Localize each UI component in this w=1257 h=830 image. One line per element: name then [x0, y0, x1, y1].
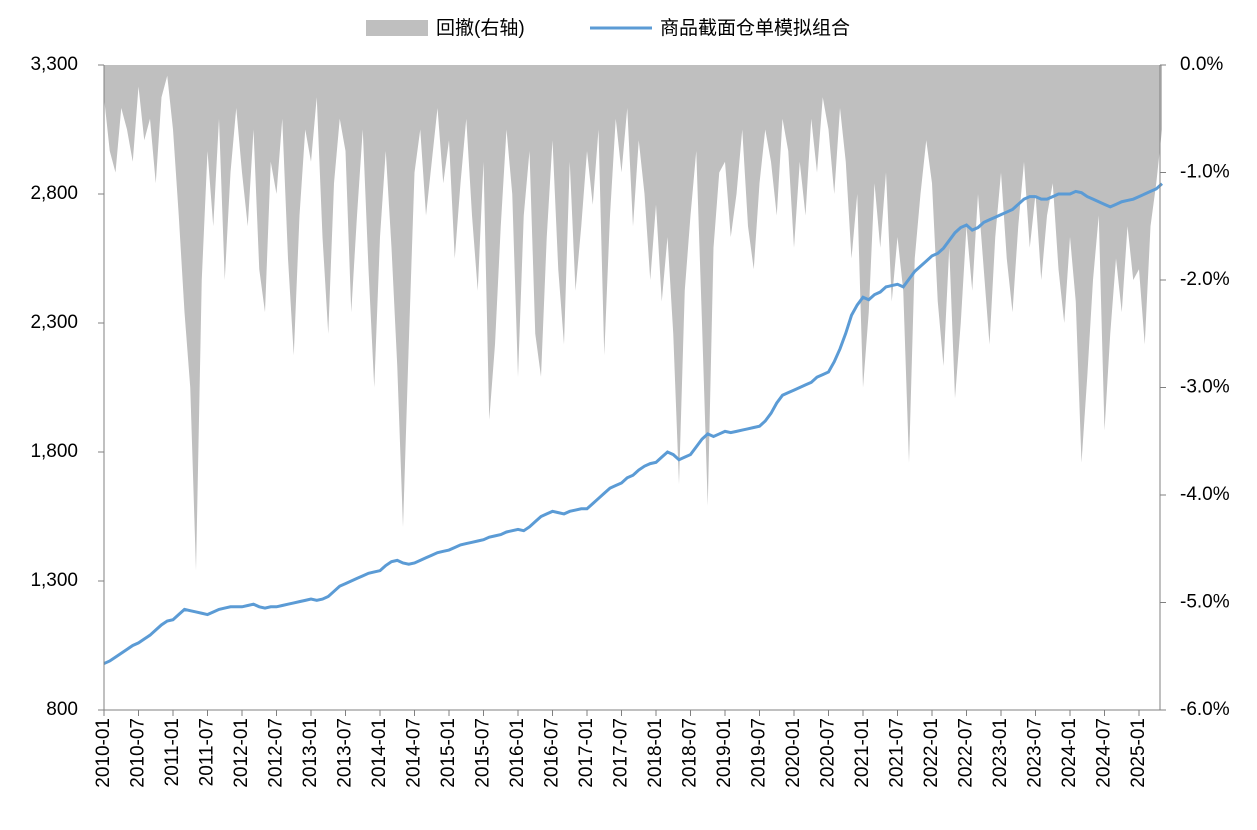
x-tick-label: 2016-01: [507, 718, 528, 788]
x-tick-label: 2024-07: [1094, 718, 1115, 788]
x-tick-label: 2023-07: [1025, 718, 1046, 788]
x-tick-label: 2021-01: [852, 718, 873, 788]
y2-tick-label: -5.0%: [1180, 592, 1230, 613]
x-tick-label: 2017-01: [576, 718, 597, 788]
x-tick-label: 2017-07: [611, 718, 632, 788]
legend-label: 商品截面仓单模拟组合: [660, 17, 850, 39]
x-tick-label: 2021-07: [887, 718, 908, 788]
x-tick-label: 2018-01: [645, 718, 666, 788]
x-tick-label: 2019-07: [749, 718, 770, 788]
x-tick-label: 2022-01: [921, 718, 942, 788]
y2-tick-label: -6.0%: [1180, 699, 1230, 720]
legend-label: 回撤(右轴): [436, 17, 525, 39]
y2-tick-label: -1.0%: [1180, 162, 1230, 183]
series-line: [103, 182, 1164, 665]
y-tick-label: 2,800: [30, 183, 78, 204]
x-tick-label: 2010-01: [93, 718, 114, 788]
legend-swatch: [366, 20, 428, 36]
x-tick-label: 2011-01: [162, 718, 183, 786]
y-tick-label: 3,300: [30, 54, 78, 75]
x-tick-label: 2013-01: [300, 718, 321, 788]
y2-tick-label: -2.0%: [1180, 269, 1230, 290]
y-tick-label: 2,300: [30, 312, 78, 333]
x-tick-label: 2013-07: [335, 718, 356, 788]
x-tick-label: 2012-07: [266, 718, 287, 788]
x-tick-label: 2020-01: [783, 718, 804, 788]
x-tick-label: 2019-01: [714, 718, 735, 788]
x-tick-label: 2011-07: [197, 718, 218, 786]
x-tick-label: 2010-07: [128, 718, 149, 788]
x-tick-label: 2020-07: [818, 718, 839, 788]
x-tick-label: 2022-07: [956, 718, 977, 788]
x-tick-label: 2015-01: [438, 718, 459, 788]
x-tick-label: 2014-01: [369, 718, 390, 788]
x-tick-label: 2023-01: [990, 718, 1011, 788]
x-tick-label: 2014-07: [404, 718, 425, 788]
y-tick-label: 800: [46, 699, 78, 720]
y-tick-label: 1,300: [30, 570, 78, 591]
x-tick-label: 2025-01: [1128, 718, 1149, 788]
y2-tick-label: -3.0%: [1180, 377, 1230, 398]
y-tick-label: 1,800: [30, 441, 78, 462]
y2-tick-label: 0.0%: [1180, 54, 1223, 75]
x-tick-label: 2016-07: [542, 718, 563, 788]
drawdown-area: [104, 65, 1162, 571]
x-tick-label: 2012-01: [231, 718, 252, 788]
x-tick-label: 2018-07: [680, 718, 701, 788]
x-tick-label: 2015-07: [473, 718, 494, 788]
x-tick-label: 2024-01: [1059, 718, 1080, 788]
y2-tick-label: -4.0%: [1180, 484, 1230, 505]
